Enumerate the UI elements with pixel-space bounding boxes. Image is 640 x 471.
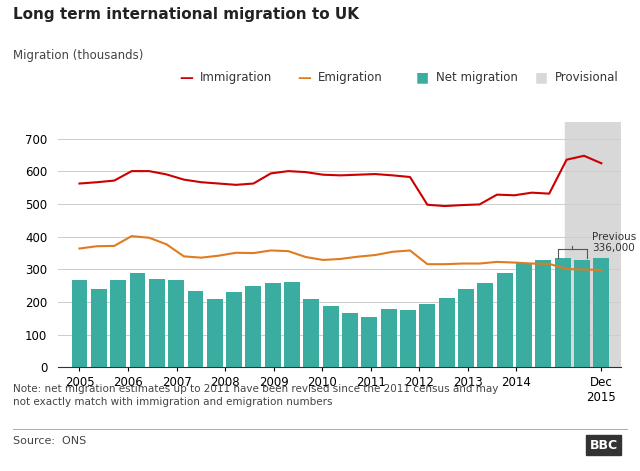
Bar <box>574 260 590 367</box>
Bar <box>129 273 145 367</box>
Text: —: — <box>298 71 312 85</box>
Bar <box>168 280 184 367</box>
Bar <box>362 317 378 367</box>
Text: ■: ■ <box>534 71 548 85</box>
Bar <box>400 310 416 367</box>
Bar <box>458 289 474 367</box>
Bar <box>565 122 621 367</box>
Text: Emigration: Emigration <box>318 71 383 84</box>
Bar <box>246 286 261 367</box>
Bar <box>265 284 281 367</box>
Bar <box>555 258 571 367</box>
Text: Source:  ONS: Source: ONS <box>13 436 86 446</box>
Bar <box>149 278 164 367</box>
Bar <box>497 273 513 367</box>
Bar <box>284 283 300 367</box>
Bar <box>188 291 204 367</box>
Text: Immigration: Immigration <box>200 71 272 84</box>
Text: ■: ■ <box>416 71 429 85</box>
Bar <box>516 263 532 367</box>
Text: Note: net migration estimates up to 2011 have been revised since the 2011 census: Note: net migration estimates up to 2011… <box>13 384 498 407</box>
Bar <box>593 258 609 367</box>
Text: Previous peak
336,000: Previous peak 336,000 <box>591 232 640 253</box>
Bar <box>439 298 454 367</box>
Bar <box>72 280 88 367</box>
Text: Migration (thousands): Migration (thousands) <box>13 49 143 63</box>
Text: BBC: BBC <box>589 439 618 452</box>
Bar <box>536 260 551 367</box>
Bar <box>381 309 397 367</box>
Text: Net migration: Net migration <box>436 71 518 84</box>
Bar <box>342 314 358 367</box>
Text: —: — <box>179 71 193 85</box>
Bar <box>207 299 223 367</box>
Bar <box>91 289 107 367</box>
Bar <box>303 299 319 367</box>
Bar <box>226 292 242 367</box>
Bar <box>110 280 126 367</box>
Text: Long term international migration to UK: Long term international migration to UK <box>13 7 359 22</box>
Text: Provisional: Provisional <box>555 71 619 84</box>
Bar <box>323 306 339 367</box>
Bar <box>419 304 435 367</box>
Bar <box>477 284 493 367</box>
